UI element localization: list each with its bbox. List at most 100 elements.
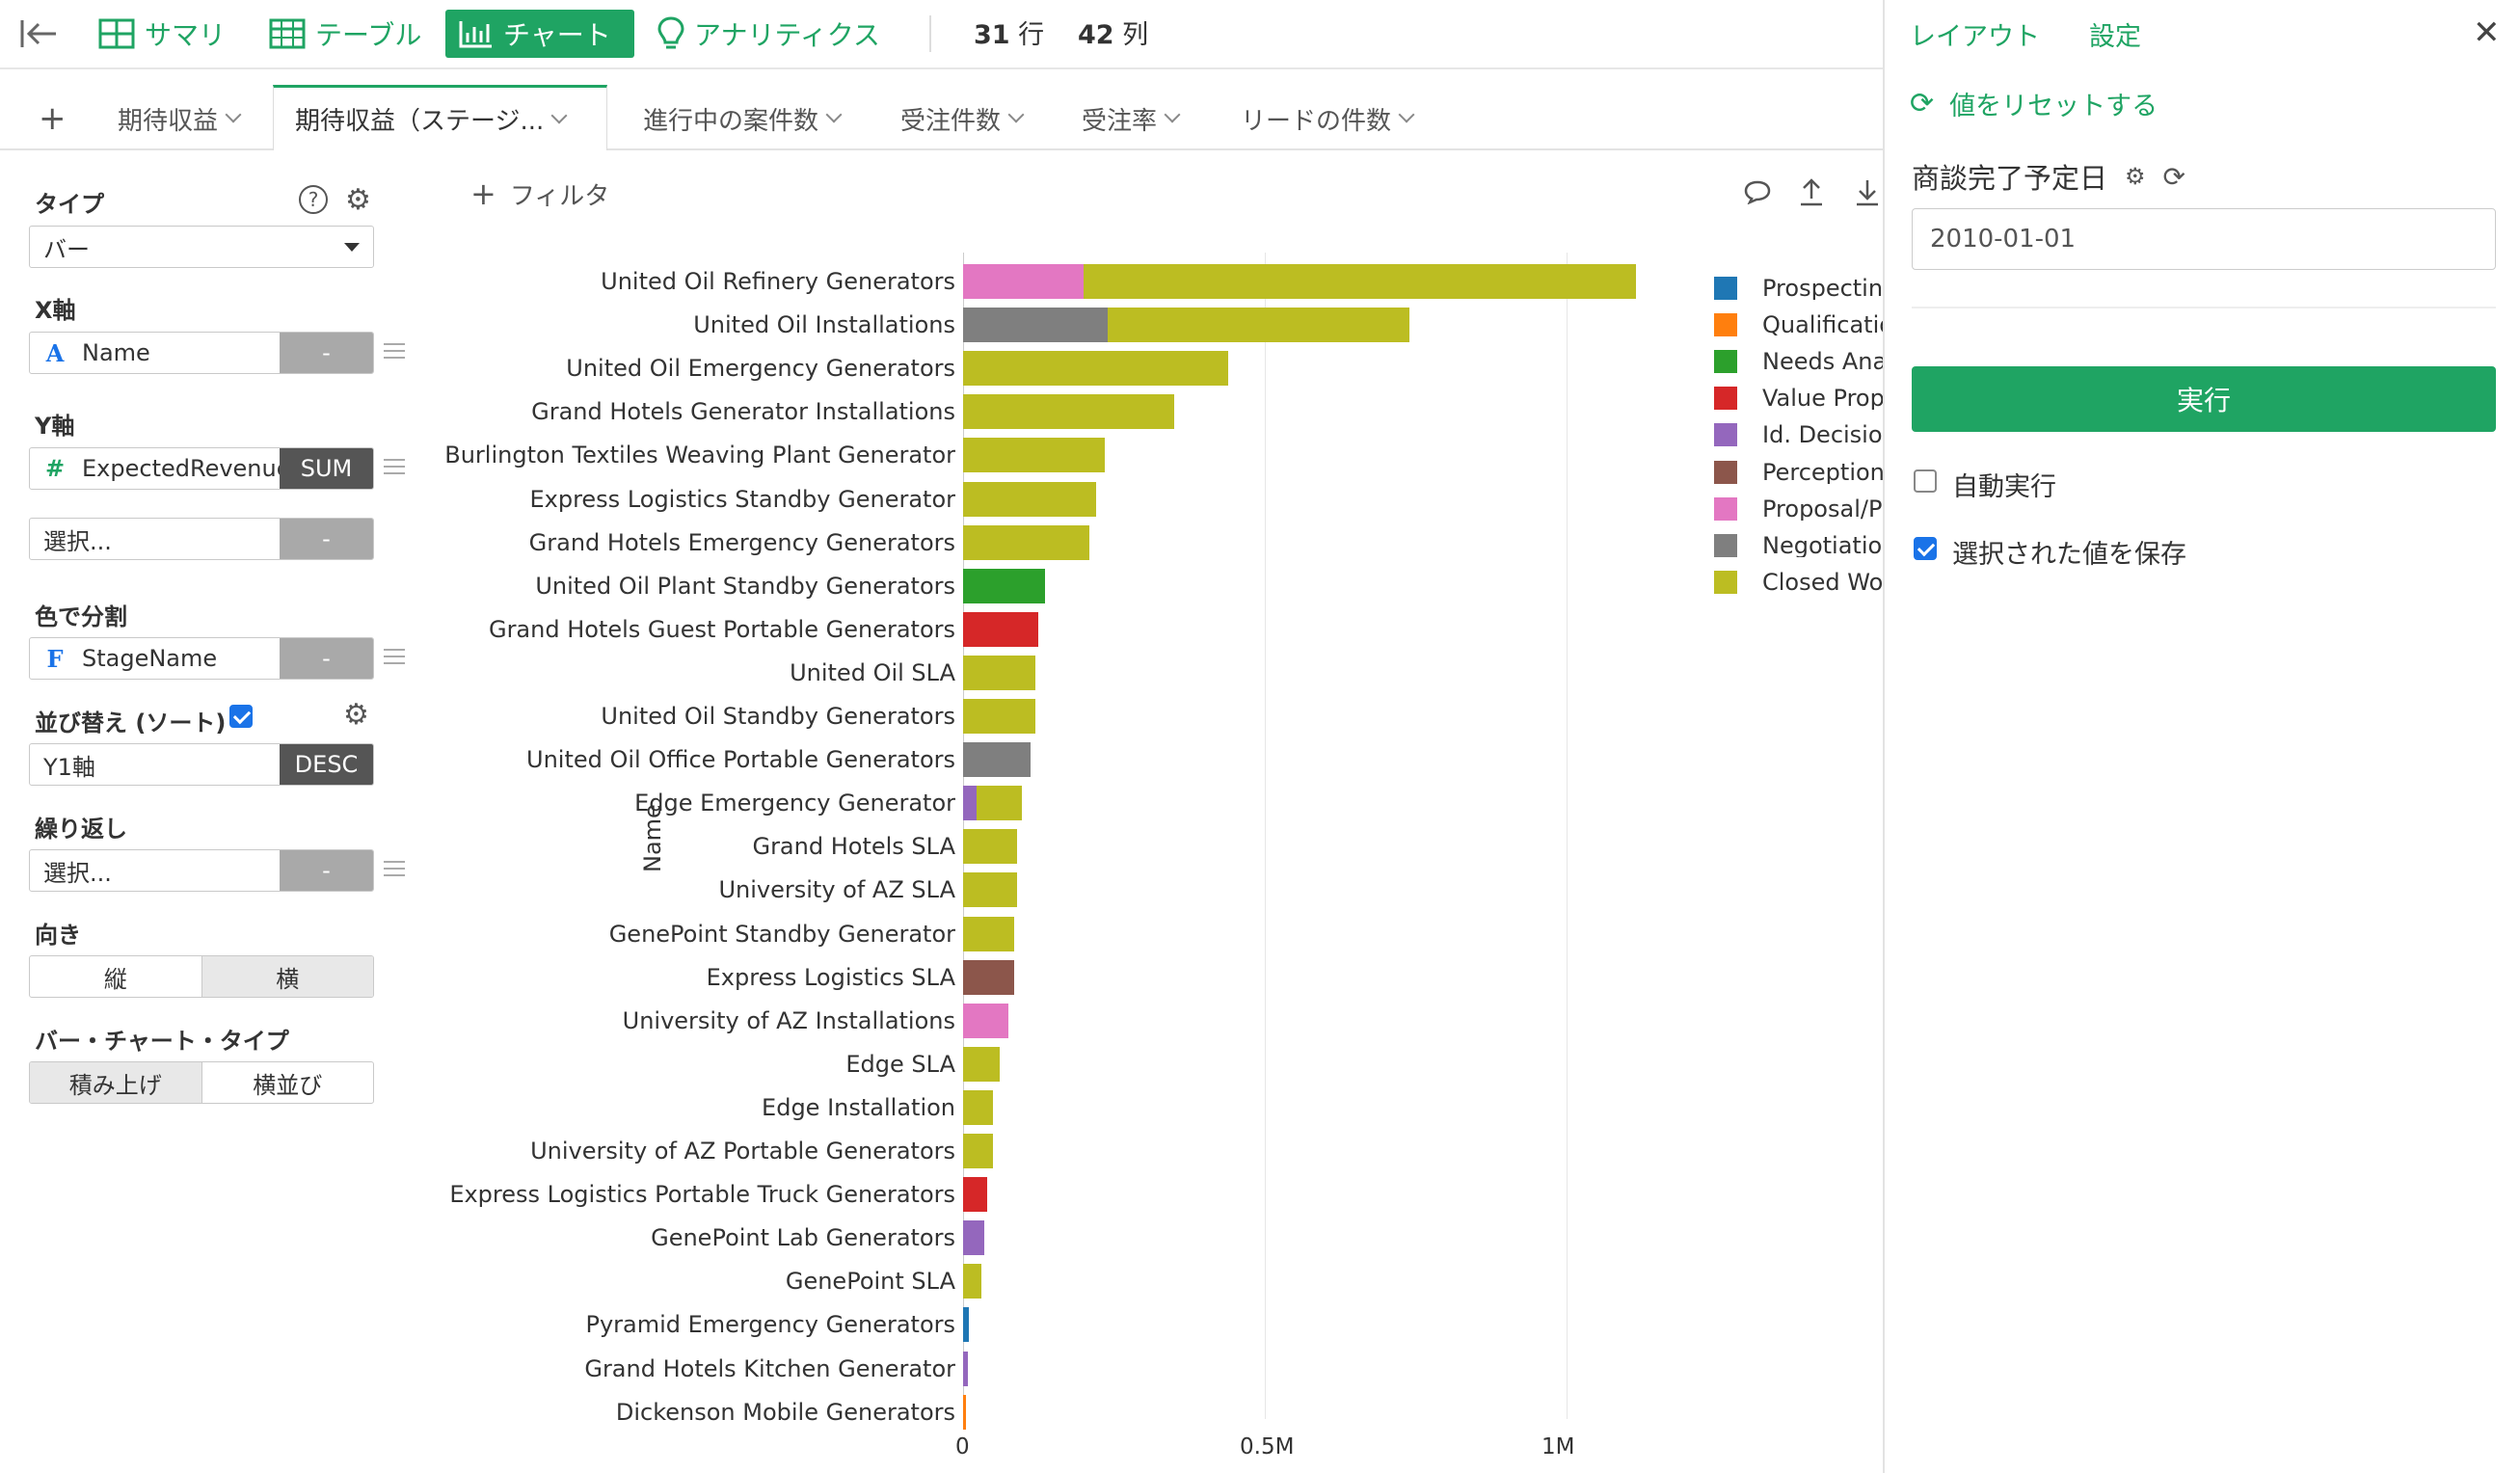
bar-segment[interactable] <box>963 699 1036 734</box>
bar-segment[interactable] <box>1084 264 1636 299</box>
bar-segment[interactable] <box>963 1394 966 1430</box>
chart-type-select[interactable]: バー <box>29 226 374 268</box>
summary-button[interactable]: サマリ <box>85 10 239 58</box>
y-axis-menu-icon[interactable] <box>384 459 405 474</box>
bar-segment[interactable] <box>963 524 1090 560</box>
orientation-horizontal[interactable]: 横 <box>201 956 373 997</box>
bar-segment[interactable] <box>963 394 1175 430</box>
bar-segment[interactable] <box>963 916 1015 951</box>
run-button[interactable]: 実行 <box>1912 366 2496 432</box>
bar-segment[interactable] <box>963 1177 988 1213</box>
y2-axis-field[interactable]: 選択... - <box>29 518 374 560</box>
x-axis-field[interactable]: A Name - <box>29 332 374 374</box>
analytics-button[interactable]: アナリティクス <box>644 10 894 58</box>
legend-item[interactable]: Proposal/Pr <box>1714 496 1883 521</box>
save-values-checkbox[interactable] <box>1914 537 1937 560</box>
bar-type-side-by-side[interactable]: 横並び <box>201 1062 374 1103</box>
tab-layout[interactable]: レイアウト <box>1910 22 2040 52</box>
y-axis-field[interactable]: # ExpectedRevenue SUM <box>29 447 374 490</box>
repeat-agg-button[interactable]: - <box>280 850 373 891</box>
chart-tabs: + 期待収益 期待収益（ステージ... 進行中の案件数 受注件数 受注率 リード… <box>0 85 1883 150</box>
bar-segment[interactable] <box>1108 308 1410 343</box>
bar-segment[interactable] <box>963 611 1039 647</box>
date-input[interactable]: 2010-01-01 <box>1912 208 2496 270</box>
y-tick-label: United Oil Emergency Generators <box>566 355 955 383</box>
tab-settings[interactable]: 設定 <box>2089 22 2141 52</box>
y-axis-agg-button[interactable]: SUM <box>280 448 373 489</box>
bar-segment[interactable] <box>963 1307 970 1343</box>
color-agg-button[interactable]: - <box>280 638 373 679</box>
bar-segment[interactable] <box>963 351 1229 387</box>
bar-segment[interactable] <box>963 959 1015 995</box>
tab-expected-revenue[interactable]: 期待収益 <box>96 87 260 150</box>
close-icon[interactable]: ✕ <box>2473 13 2501 52</box>
auto-run-checkbox[interactable] <box>1914 469 1937 493</box>
summary-label: サマリ <box>145 19 227 51</box>
legend-swatch <box>1714 423 1737 447</box>
legend-swatch <box>1714 570 1737 594</box>
chevron-down-icon <box>344 242 360 252</box>
bar-segment[interactable] <box>963 1134 994 1168</box>
bar-segment[interactable] <box>963 1264 981 1299</box>
legend-item[interactable]: Perception <box>1714 460 1883 484</box>
bar-segment[interactable] <box>963 1089 994 1125</box>
bar-segment[interactable] <box>963 1220 984 1256</box>
add-tab-button[interactable]: + <box>39 99 67 138</box>
color-menu-icon[interactable] <box>384 649 405 664</box>
filter-button[interactable]: + フィルタ <box>470 175 609 212</box>
legend-label: Qualificatio <box>1762 313 1883 337</box>
sort-gear-icon[interactable]: ⚙ <box>343 698 369 732</box>
bar-segment[interactable] <box>963 264 1085 299</box>
export-icon[interactable] <box>1799 177 1824 210</box>
legend-item[interactable]: Prospecting <box>1714 277 1883 300</box>
legend-label: Needs Anal <box>1762 350 1883 374</box>
tab-expected-revenue-stage[interactable]: 期待収益（ステージ... <box>273 85 607 150</box>
bar-segment[interactable] <box>963 829 1018 865</box>
bar-segment[interactable] <box>963 742 1032 778</box>
bar-segment[interactable] <box>963 786 977 821</box>
sort-field[interactable]: Y1軸 DESC <box>29 743 374 786</box>
comment-icon[interactable] <box>1743 179 1772 208</box>
y2-axis-agg-button[interactable]: - <box>280 519 373 559</box>
tab-open-deals[interactable]: 進行中の案件数 <box>622 87 861 150</box>
bar-segment[interactable] <box>963 1003 1008 1038</box>
legend-item[interactable]: Closed Wor <box>1714 570 1883 594</box>
bar-segment[interactable] <box>963 1351 968 1386</box>
bar-segment[interactable] <box>963 438 1106 473</box>
bar-segment[interactable] <box>963 568 1045 603</box>
tab-win-rate[interactable]: 受注率 <box>1060 87 1199 150</box>
sort-checkbox[interactable] <box>229 705 253 728</box>
gear-icon[interactable]: ⚙ <box>345 183 371 217</box>
bar-segment[interactable] <box>963 481 1096 517</box>
legend-item[interactable]: Value Propo <box>1714 387 1883 411</box>
chart-button[interactable]: チャート <box>445 10 634 58</box>
tab-won-deals[interactable]: 受注件数 <box>879 87 1043 150</box>
color-split-label: 色で分割 <box>35 603 127 630</box>
help-icon[interactable]: ? <box>299 185 328 214</box>
table-button[interactable]: テーブル <box>255 10 435 58</box>
sort-order-button[interactable]: DESC <box>280 744 373 785</box>
x-axis-menu-icon[interactable] <box>384 343 405 359</box>
collapse-left-icon[interactable] <box>19 17 58 54</box>
bar-segment[interactable] <box>963 872 1018 908</box>
parameter-refresh-icon[interactable]: ⟳ <box>2162 160 2185 193</box>
orientation-vertical[interactable]: 縦 <box>103 965 127 993</box>
color-field[interactable]: F StageName - <box>29 637 374 680</box>
repeat-field[interactable]: 選択... - <box>29 849 374 892</box>
bar-segment[interactable] <box>976 786 1022 821</box>
bar-segment[interactable] <box>963 1046 1000 1082</box>
legend-item[interactable]: Needs Anal <box>1714 350 1883 374</box>
x-axis-agg-button[interactable]: - <box>280 333 373 373</box>
legend-label: Value Propo <box>1762 387 1883 411</box>
download-icon[interactable] <box>1855 177 1880 210</box>
legend-item[interactable]: Negotiation <box>1714 533 1883 557</box>
reset-values-button[interactable]: ⟳ 値をリセットする <box>1910 85 2158 122</box>
parameter-gear-icon[interactable]: ⚙ <box>2125 163 2146 190</box>
bar-type-stacked[interactable]: 積み上げ <box>30 1062 201 1103</box>
legend-item[interactable]: Qualificatio <box>1714 313 1883 337</box>
legend-item[interactable]: Id. Decision <box>1714 423 1883 447</box>
bar-segment[interactable] <box>963 308 1109 343</box>
repeat-menu-icon[interactable] <box>384 861 405 876</box>
tab-lead-count[interactable]: リードの件数 <box>1220 87 1434 150</box>
bar-segment[interactable] <box>963 655 1036 690</box>
